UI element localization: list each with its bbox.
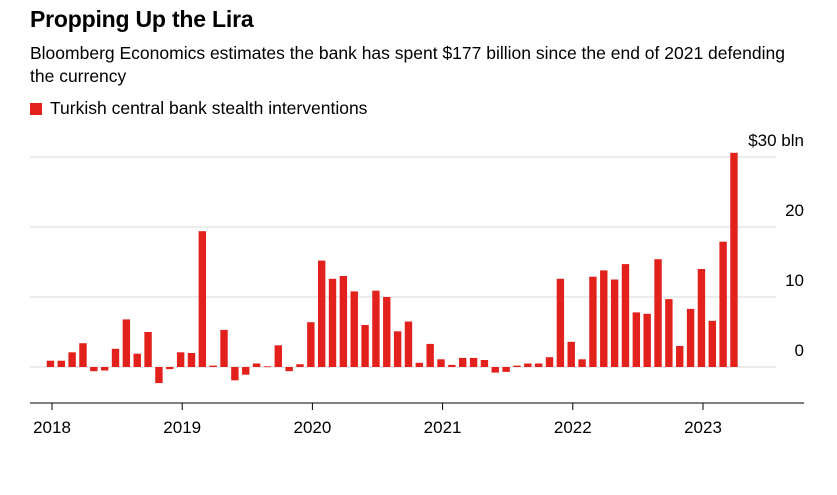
bar	[610, 279, 619, 367]
bar	[719, 241, 727, 367]
bar	[46, 360, 55, 367]
bar	[415, 362, 424, 367]
bar	[350, 291, 358, 367]
bar	[556, 278, 565, 367]
x-tick-label: 2023	[684, 418, 722, 437]
bar	[545, 357, 554, 367]
y-tick-label: $30 bln	[748, 131, 804, 150]
y-axis-labels: 0 10 20 $30 bln	[748, 131, 804, 360]
x-tick-label: 2022	[554, 418, 592, 437]
bar	[589, 276, 597, 367]
bar	[252, 363, 261, 367]
bar	[144, 332, 152, 367]
bar	[133, 353, 141, 367]
bar	[697, 269, 706, 367]
bar	[57, 360, 65, 367]
bar	[513, 365, 521, 367]
bar	[459, 357, 467, 367]
bar	[166, 367, 174, 370]
bar	[307, 322, 315, 367]
bar	[155, 367, 163, 384]
bar	[730, 152, 738, 367]
bar	[448, 364, 456, 367]
bar	[600, 270, 608, 367]
bar	[90, 367, 98, 372]
y-tick-label: 20	[785, 201, 804, 220]
bar	[534, 363, 543, 367]
bar	[524, 363, 532, 367]
bar	[480, 360, 489, 367]
x-tick-label: 2021	[424, 418, 462, 437]
bar	[654, 259, 662, 367]
bar	[393, 331, 402, 367]
x-tick-label: 2019	[163, 418, 201, 437]
bar	[426, 343, 434, 367]
bars	[46, 152, 738, 384]
bar	[317, 260, 326, 367]
x-tick-label: 2018	[33, 418, 71, 437]
bar	[231, 367, 239, 381]
bar	[676, 346, 684, 367]
bar	[79, 343, 87, 367]
bar	[708, 320, 716, 367]
gridlines	[30, 156, 776, 368]
legend-swatch	[30, 102, 42, 115]
bar	[209, 365, 217, 367]
bar	[187, 353, 196, 367]
bar	[122, 319, 131, 367]
bar	[198, 231, 207, 367]
chart-title: Propping Up the Lira	[30, 6, 254, 32]
bar	[296, 364, 304, 367]
bar	[491, 367, 499, 373]
bar	[328, 278, 337, 367]
bar	[339, 276, 348, 367]
bar	[578, 359, 586, 367]
bar	[383, 297, 391, 367]
bar	[111, 348, 120, 367]
bar	[469, 357, 478, 367]
chart-subtitle: Bloomberg Economics estimates the bank h…	[30, 43, 785, 86]
bar	[176, 352, 185, 367]
bar	[404, 321, 413, 367]
bar	[274, 345, 282, 367]
bar	[437, 359, 445, 367]
bar	[263, 366, 272, 368]
bar	[643, 313, 651, 367]
bar	[621, 264, 630, 367]
y-tick-label: 10	[785, 271, 804, 290]
legend: Turkish central bank stealth interventio…	[30, 98, 367, 119]
bar	[285, 367, 293, 372]
x-tick-label: 2020	[293, 418, 331, 437]
bar	[361, 325, 369, 367]
y-tick-label: 0	[795, 341, 804, 360]
bar	[686, 308, 695, 367]
bar	[632, 312, 641, 367]
bar	[567, 341, 575, 367]
bar	[220, 329, 228, 367]
bar	[665, 299, 673, 367]
bar	[100, 367, 109, 371]
bar	[372, 290, 380, 367]
bar	[242, 367, 250, 375]
bar	[502, 367, 510, 372]
legend-label: Turkish central bank stealth interventio…	[50, 98, 368, 118]
bar	[68, 352, 76, 367]
x-axis: 2018 2019 2020 2021 2022 2023	[30, 402, 804, 437]
